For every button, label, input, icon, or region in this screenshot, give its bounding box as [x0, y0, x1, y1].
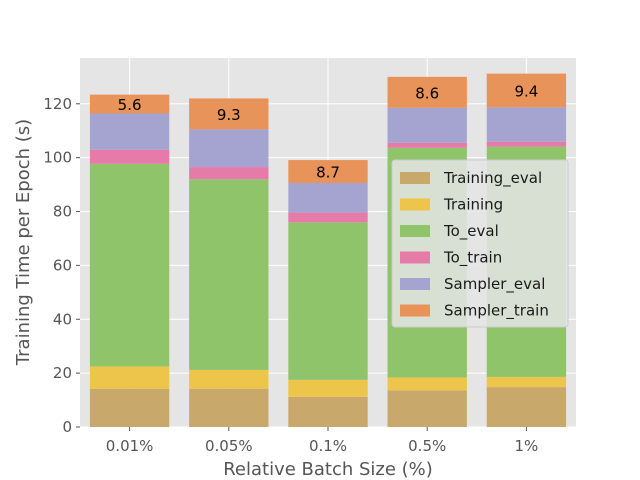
- x-tick-label: 0.05%: [205, 437, 253, 455]
- bar-segment-sampler-train: [387, 76, 467, 108]
- x-axis-label: Relative Batch Size (%): [223, 459, 433, 480]
- bar-segment-sampler-eval: [89, 113, 170, 150]
- bar-segment-sampler-train: [288, 160, 368, 183]
- y-tick-label: 120: [43, 95, 72, 113]
- y-tick-label: 40: [53, 310, 72, 328]
- x-tick-label: 0.1%: [309, 437, 347, 455]
- y-tick-label: 100: [43, 149, 72, 167]
- bar-value-label: 8.7: [316, 164, 340, 182]
- bar-segment-training: [189, 369, 269, 389]
- legend-swatch: [400, 278, 430, 290]
- x-axis-ticks: 0.01% 0.05% 0.1% 0.5% 1%: [106, 427, 539, 455]
- y-axis-ticks: 0 20 40 60 80 100 120: [43, 95, 80, 436]
- bar-segment-to-eval: [89, 163, 170, 367]
- legend-swatch: [400, 251, 430, 264]
- legend-swatch: [400, 225, 430, 237]
- legend-entry-label: To_train: [443, 249, 502, 268]
- bar-segment-sampler-eval: [288, 182, 368, 213]
- bar-value-label: 5.6: [118, 96, 142, 114]
- bar-value-label: 9.3: [217, 106, 241, 124]
- y-axis-label: Training Time per Epoch (s): [13, 119, 34, 366]
- bar-segment-sampler-eval: [189, 129, 269, 168]
- bar-segment-sampler-eval: [486, 107, 567, 142]
- bar-segment-to-train: [288, 212, 368, 223]
- x-tick-label: 0.01%: [106, 437, 154, 455]
- bar-segment-training: [89, 366, 170, 389]
- bar-segment-to-train: [486, 141, 567, 147]
- bar-segment-sampler-eval: [387, 107, 467, 143]
- y-tick-label: 20: [53, 364, 72, 382]
- legend: Training_eval Training To_eval To_train Samp…: [391, 159, 569, 328]
- legend-swatch: [400, 304, 430, 317]
- legend-entry-label: Sampler_eval: [444, 275, 545, 294]
- bar-segment-to-train: [189, 167, 269, 180]
- bar-segment-training: [486, 376, 567, 388]
- bar-value-labels: 5.6 9.3 8.7 8.6 9.4: [118, 82, 539, 181]
- legend-swatch: [400, 172, 430, 184]
- y-tick-label: 0: [62, 418, 72, 436]
- bar-segment-to-train: [387, 142, 467, 148]
- legend-box: [391, 159, 569, 328]
- bar-segment-to-eval: [189, 179, 269, 370]
- bar-segment-to-train: [89, 149, 170, 164]
- bar-segment-sampler-train: [89, 94, 170, 114]
- legend-entry-label: Sampler_train: [444, 302, 549, 321]
- bar-segment-sampler-train: [189, 98, 269, 130]
- bar-segment-training-eval: [89, 388, 170, 427]
- x-tick-label: 1%: [515, 437, 539, 455]
- y-tick-label: 80: [53, 203, 72, 221]
- legend-entry-label: Training_eval: [443, 169, 542, 188]
- legend-swatch: [400, 198, 430, 211]
- x-tick-label: 0.5%: [408, 437, 446, 455]
- bar-segment-sampler-train: [486, 73, 567, 108]
- bar-segment-training-eval: [486, 387, 567, 427]
- bar-segment-training-eval: [387, 390, 467, 427]
- y-tick-label: 60: [53, 256, 72, 274]
- bar-segment-training-eval: [189, 388, 269, 427]
- legend-entry-label: Training: [443, 196, 503, 214]
- bar-segment-training-eval: [288, 396, 368, 427]
- bar-value-label: 9.4: [514, 82, 538, 100]
- bar-segment-to-eval: [288, 222, 368, 380]
- legend-entry-label: To_eval: [443, 222, 499, 241]
- bar-value-label: 8.6: [415, 84, 439, 102]
- bar-segment-training: [387, 377, 467, 391]
- bar-segment-training: [288, 379, 368, 397]
